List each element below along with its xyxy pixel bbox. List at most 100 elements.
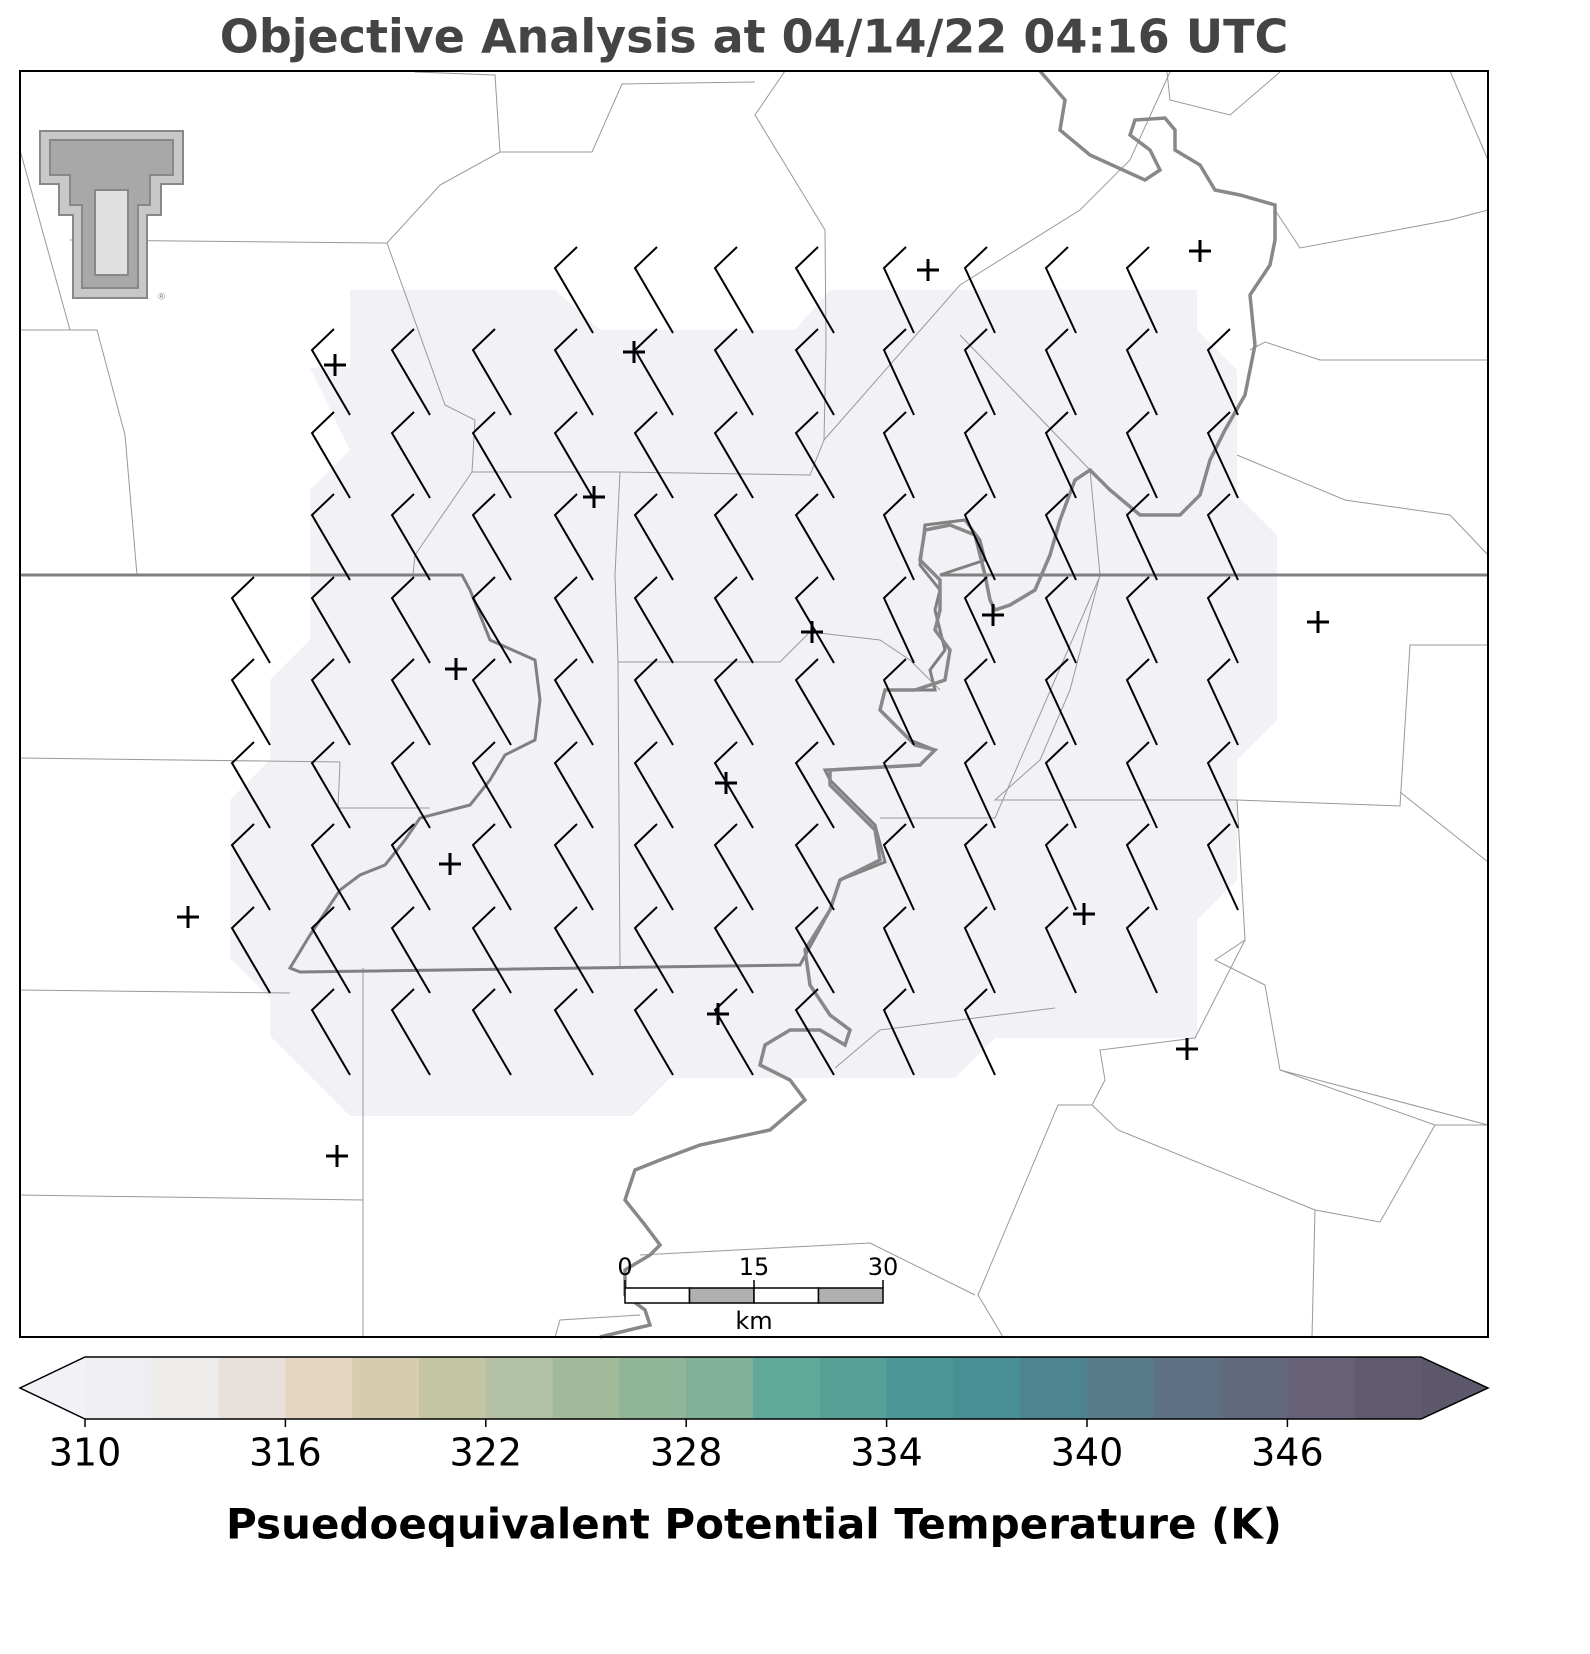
station (1307, 611, 1329, 633)
wind-barb (633, 741, 674, 829)
wind-barb (1125, 328, 1158, 416)
station (982, 604, 1004, 626)
wind-barb (310, 328, 351, 416)
wind-barb (471, 741, 512, 829)
colorbar-bin (85, 1357, 153, 1419)
wind-barb (1125, 823, 1158, 911)
wind-barb (963, 493, 996, 581)
colorbar-outline (18, 1356, 1490, 1420)
scale-tick-label: 15 (739, 1253, 770, 1281)
colorbar-bin (218, 1357, 286, 1419)
wind-barb (794, 906, 835, 994)
wind-barb (1206, 411, 1239, 499)
wind-barb (713, 906, 754, 994)
colorbar-tick-label: 316 (249, 1431, 322, 1475)
wind-barb (471, 906, 512, 994)
wind-barb (633, 988, 674, 1076)
wind-barb (310, 493, 351, 581)
station (583, 486, 605, 508)
wind-barb (963, 823, 996, 911)
wind-barb (553, 328, 594, 416)
wind-barb (553, 576, 594, 664)
wind-barb (963, 328, 996, 416)
wind-barb (713, 988, 754, 1076)
wind-barb (1044, 823, 1077, 911)
wind-barb (1206, 576, 1239, 664)
wind-barb (713, 823, 754, 911)
colorbar-bin (886, 1357, 954, 1419)
wind-barb (794, 988, 835, 1076)
wind-barb (310, 906, 351, 994)
wind-barb (963, 246, 996, 334)
colorbar-tick-label: 346 (1251, 1431, 1324, 1475)
station (1189, 240, 1211, 262)
colorbar-tick-label: 322 (450, 1431, 523, 1475)
wind-barb (1044, 658, 1077, 746)
wind-barb (882, 328, 915, 416)
colorbar-bin (1087, 1357, 1155, 1419)
colorbar-bin (419, 1357, 487, 1419)
wind-barb (794, 658, 835, 746)
wind-barb (633, 823, 674, 911)
colorbar-bin (1153, 1357, 1222, 1419)
wind-barb (1044, 246, 1077, 334)
station (1176, 1038, 1198, 1060)
station (324, 354, 346, 376)
wind-barb (1044, 328, 1077, 416)
wind-barb (1125, 576, 1158, 664)
wind-barb (713, 328, 754, 416)
wind-barb (471, 658, 512, 746)
scale-bar: km 0 15 30 (617, 1253, 898, 1335)
wind-barb (882, 246, 915, 334)
wind-barb (713, 246, 754, 334)
wind-barb (882, 576, 915, 664)
wind-barb (1044, 493, 1077, 581)
wind-barb (553, 658, 594, 746)
wind-barb (713, 658, 754, 746)
wind-barb (310, 988, 351, 1076)
wind-barb (471, 988, 512, 1076)
county-lines (19, 70, 1489, 1338)
wind-barb (553, 741, 594, 829)
wind-barb (963, 658, 996, 746)
wind-barb (882, 906, 915, 994)
wind-barb (553, 823, 594, 911)
colorbar-over (1421, 1357, 1488, 1419)
wind-barb (471, 493, 512, 581)
wind-barb (882, 823, 915, 911)
wind-barb (390, 906, 431, 994)
map: ® km 0 15 30 (19, 69, 1489, 1339)
scale-segment (688, 1287, 755, 1304)
wind-barb (882, 988, 915, 1076)
wind-barb (1125, 493, 1158, 581)
svg-text:®: ® (157, 293, 166, 303)
wind-barb (471, 411, 512, 499)
wind-barb (390, 328, 431, 416)
scale-segment (624, 1287, 691, 1304)
wind-barb (1206, 823, 1239, 911)
wind-barb (882, 411, 915, 499)
wind-barb (230, 823, 271, 911)
wind-barb (1125, 741, 1158, 829)
river (599, 69, 1277, 1339)
wind-barb (963, 411, 996, 499)
wind-barb (713, 411, 754, 499)
wind-barb (390, 576, 431, 664)
wind-barb (390, 493, 431, 581)
wind-barb (794, 493, 835, 581)
wind-barb (794, 246, 835, 334)
colorbar-tick-label: 340 (1051, 1431, 1124, 1475)
wind-barb (1125, 246, 1158, 334)
wind-barb (963, 906, 996, 994)
wind-barb (230, 658, 271, 746)
colorbar-under (20, 1357, 85, 1419)
wind-barb (963, 988, 996, 1076)
wind-barb (1206, 493, 1239, 581)
map-frame (19, 70, 1489, 1338)
wind-barb (1206, 741, 1239, 829)
wind-barb (882, 658, 915, 746)
wind-barb (230, 741, 271, 829)
station (1073, 903, 1095, 925)
wind-barb (1044, 576, 1077, 664)
